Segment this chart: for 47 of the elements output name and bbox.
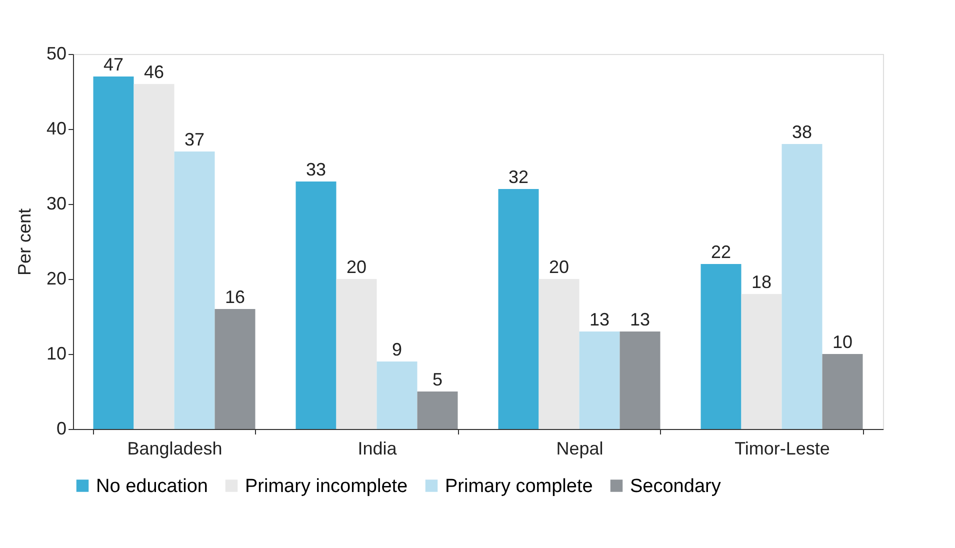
bar — [134, 84, 174, 429]
bar — [336, 279, 377, 429]
data-label: 9 — [392, 340, 402, 360]
y-tick-label: 50 — [46, 44, 66, 64]
bar — [174, 152, 215, 429]
data-label: 10 — [832, 332, 853, 352]
y-tick-label: 30 — [46, 194, 66, 214]
data-label: 13 — [630, 310, 650, 330]
bar — [538, 279, 580, 429]
data-label: 20 — [346, 257, 367, 277]
bar — [93, 76, 134, 429]
bar — [376, 362, 418, 429]
y-tick-label: 20 — [46, 268, 66, 288]
bar — [296, 182, 336, 429]
y-tick-label: 0 — [56, 418, 66, 438]
legend-label: Primary complete — [445, 476, 593, 497]
bar — [417, 392, 458, 429]
bar — [214, 309, 256, 429]
x-tick-label: Nepal — [556, 438, 604, 458]
bar — [620, 332, 660, 429]
legend-label: Secondary — [630, 476, 722, 497]
data-label: 20 — [548, 257, 570, 277]
bar — [741, 294, 782, 429]
data-label: 33 — [306, 160, 326, 180]
y-tick-label: 40 — [46, 118, 66, 138]
data-label: 5 — [432, 370, 443, 390]
data-label: 47 — [103, 54, 124, 74]
data-label: 13 — [589, 310, 610, 330]
bar — [782, 144, 822, 429]
legend-label: No education — [96, 476, 208, 497]
bar — [822, 354, 863, 429]
data-label: 22 — [710, 242, 732, 262]
x-tick-label: Bangladesh — [127, 438, 222, 458]
bar — [579, 332, 620, 429]
y-tick-label: 10 — [46, 344, 66, 364]
data-label: 16 — [224, 287, 246, 307]
bar — [498, 189, 539, 429]
data-label: 38 — [792, 122, 812, 142]
data-label: 46 — [144, 62, 164, 82]
bar — [700, 264, 742, 429]
data-label: 37 — [184, 130, 205, 150]
x-tick-label: Timor-Leste — [734, 438, 830, 458]
data-label: 18 — [751, 272, 772, 292]
data-label: 32 — [508, 167, 529, 187]
y-axis-title: Per cent — [14, 208, 34, 276]
x-tick-label: India — [358, 438, 398, 458]
legend-label: Primary incomplete — [245, 476, 408, 497]
